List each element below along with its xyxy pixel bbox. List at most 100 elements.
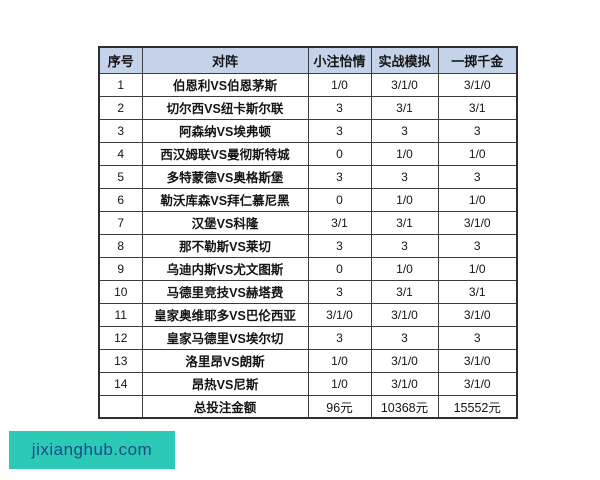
betting-table: 序号 对阵 小注怡情 实战模拟 一掷千金 1 伯恩利VS伯恩茅斯 1/0 3/1…	[98, 46, 518, 419]
row-simulation-cell: 3/1/0	[370, 371, 439, 396]
row-simulation-cell: 3	[370, 118, 439, 143]
row-big-bet-cell: 3/1/0	[437, 371, 518, 396]
row-index-cell: 10	[98, 279, 143, 304]
row-small-bet-cell: 3	[307, 279, 372, 304]
col-header-big-bet: 一掷千金	[437, 46, 518, 74]
row-simulation-cell: 3/1/0	[370, 348, 439, 373]
row-big-bet-cell: 3	[437, 164, 518, 189]
row-index-cell: 8	[98, 233, 143, 258]
row-big-bet-cell: 3	[437, 233, 518, 258]
row-simulation-cell: 1/0	[370, 187, 439, 212]
row-simulation-cell: 3/1	[370, 279, 439, 304]
watermark-banner: jixianghub.com	[9, 431, 175, 469]
row-small-bet-cell: 3/1/0	[307, 302, 372, 327]
row-match-cell: 汉堡VS科隆	[141, 210, 309, 235]
row-small-bet-cell: 0	[307, 141, 372, 166]
row-match-cell: 那不勒斯VS莱切	[141, 233, 309, 258]
table-row: 5 多特蒙德VS奥格斯堡 3 3 3	[98, 164, 518, 189]
row-match-cell: 切尔西VS纽卡斯尔联	[141, 95, 309, 120]
row-index-cell: 7	[98, 210, 143, 235]
row-index-cell: 1	[98, 72, 143, 97]
total-big-bet-cell: 15552元	[437, 394, 518, 419]
table-row: 2 切尔西VS纽卡斯尔联 3 3/1 3/1	[98, 95, 518, 120]
match-table-body: 1 伯恩利VS伯恩茅斯 1/0 3/1/0 3/1/0 2 切尔西VS纽卡斯尔联…	[98, 72, 518, 396]
row-index-cell: 2	[98, 95, 143, 120]
row-index-cell: 3	[98, 118, 143, 143]
row-simulation-cell: 1/0	[370, 141, 439, 166]
row-simulation-cell: 3/1	[370, 95, 439, 120]
row-match-cell: 马德里竞技VS赫塔费	[141, 279, 309, 304]
col-header-index: 序号	[98, 46, 143, 74]
total-label-cell: 总投注金额	[141, 394, 309, 419]
row-match-cell: 乌迪内斯VS尤文图斯	[141, 256, 309, 281]
row-match-cell: 皇家奥维耶多VS巴伦西亚	[141, 302, 309, 327]
row-index-cell: 12	[98, 325, 143, 350]
row-small-bet-cell: 1/0	[307, 348, 372, 373]
row-simulation-cell: 3	[370, 233, 439, 258]
row-big-bet-cell: 3/1/0	[437, 210, 518, 235]
row-match-cell: 勒沃库森VS拜仁慕尼黑	[141, 187, 309, 212]
row-match-cell: 伯恩利VS伯恩茅斯	[141, 72, 309, 97]
row-simulation-cell: 3	[370, 325, 439, 350]
table-row: 13 洛里昂VS朗斯 1/0 3/1/0 3/1/0	[98, 348, 518, 373]
row-small-bet-cell: 1/0	[307, 371, 372, 396]
col-header-match: 对阵	[141, 46, 309, 74]
row-big-bet-cell: 3/1/0	[437, 348, 518, 373]
table-row: 10 马德里竞技VS赫塔费 3 3/1 3/1	[98, 279, 518, 304]
row-match-cell: 昂热VS尼斯	[141, 371, 309, 396]
row-simulation-cell: 3	[370, 164, 439, 189]
row-big-bet-cell: 3/1/0	[437, 72, 518, 97]
row-simulation-cell: 3/1/0	[370, 302, 439, 327]
table-row: 1 伯恩利VS伯恩茅斯 1/0 3/1/0 3/1/0	[98, 72, 518, 97]
row-match-cell: 阿森纳VS埃弗顿	[141, 118, 309, 143]
total-row: 总投注金额 96元 10368元 15552元	[98, 394, 518, 419]
row-simulation-cell: 1/0	[370, 256, 439, 281]
row-small-bet-cell: 3	[307, 233, 372, 258]
row-index-cell: 13	[98, 348, 143, 373]
row-match-cell: 多特蒙德VS奥格斯堡	[141, 164, 309, 189]
row-small-bet-cell: 3	[307, 95, 372, 120]
row-index-cell: 9	[98, 256, 143, 281]
row-big-bet-cell: 3	[437, 325, 518, 350]
row-big-bet-cell: 3/1	[437, 95, 518, 120]
table-row: 4 西汉姆联VS曼彻斯特城 0 1/0 1/0	[98, 141, 518, 166]
col-header-simulation: 实战模拟	[370, 46, 439, 74]
table-row: 6 勒沃库森VS拜仁慕尼黑 0 1/0 1/0	[98, 187, 518, 212]
row-simulation-cell: 3/1/0	[370, 72, 439, 97]
row-big-bet-cell: 3	[437, 118, 518, 143]
row-big-bet-cell: 1/0	[437, 141, 518, 166]
row-big-bet-cell: 1/0	[437, 256, 518, 281]
row-small-bet-cell: 0	[307, 256, 372, 281]
row-small-bet-cell: 1/0	[307, 72, 372, 97]
table-row: 14 昂热VS尼斯 1/0 3/1/0 3/1/0	[98, 371, 518, 396]
row-index-cell: 11	[98, 302, 143, 327]
table-row: 8 那不勒斯VS莱切 3 3 3	[98, 233, 518, 258]
row-index-cell: 4	[98, 141, 143, 166]
row-small-bet-cell: 3	[307, 325, 372, 350]
header-row: 序号 对阵 小注怡情 实战模拟 一掷千金	[98, 46, 518, 74]
row-index-cell: 14	[98, 371, 143, 396]
table-row: 9 乌迪内斯VS尤文图斯 0 1/0 1/0	[98, 256, 518, 281]
table-row: 11 皇家奥维耶多VS巴伦西亚 3/1/0 3/1/0 3/1/0	[98, 302, 518, 327]
row-match-cell: 洛里昂VS朗斯	[141, 348, 309, 373]
watermark-text: jixianghub.com	[31, 440, 153, 459]
row-small-bet-cell: 3	[307, 118, 372, 143]
row-index-cell: 5	[98, 164, 143, 189]
table-row: 3 阿森纳VS埃弗顿 3 3 3	[98, 118, 518, 143]
row-small-bet-cell: 3/1	[307, 210, 372, 235]
total-index-cell	[98, 394, 143, 419]
row-big-bet-cell: 3/1	[437, 279, 518, 304]
row-small-bet-cell: 0	[307, 187, 372, 212]
col-header-small-bet: 小注怡情	[307, 46, 372, 74]
row-simulation-cell: 3/1	[370, 210, 439, 235]
row-small-bet-cell: 3	[307, 164, 372, 189]
table-row: 12 皇家马德里VS埃尔切 3 3 3	[98, 325, 518, 350]
total-small-bet-cell: 96元	[307, 394, 372, 419]
row-big-bet-cell: 1/0	[437, 187, 518, 212]
total-simulation-cell: 10368元	[370, 394, 439, 419]
table-row: 7 汉堡VS科隆 3/1 3/1 3/1/0	[98, 210, 518, 235]
row-match-cell: 西汉姆联VS曼彻斯特城	[141, 141, 309, 166]
row-match-cell: 皇家马德里VS埃尔切	[141, 325, 309, 350]
row-index-cell: 6	[98, 187, 143, 212]
